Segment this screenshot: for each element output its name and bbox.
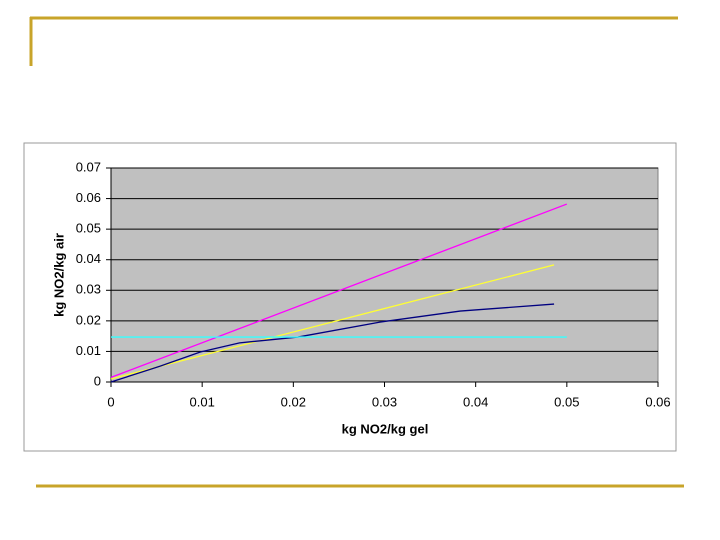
y-tick-label: 0.01 [76,343,101,358]
x-tick-label: 0.05 [554,394,579,409]
series-line [110,264,555,380]
x-tick-label: 0.03 [372,394,397,409]
x-tick-label: 0.02 [281,394,306,409]
y-tick-label: 0.03 [76,282,101,297]
x-axis-title: kg NO2/kg gel [342,421,429,436]
series-line [110,203,568,379]
y-tick-label: 0.07 [76,159,101,174]
x-tick-label: 0.06 [645,394,670,409]
y-tick-label: 0.06 [76,190,101,205]
y-tick-label: 0.02 [76,312,101,327]
y-tick-label: 0.04 [76,251,101,266]
plot-area [110,167,659,383]
series-line [110,303,555,383]
x-tick-label: 0.01 [190,394,215,409]
x-tick-label: 0.04 [463,394,488,409]
x-tick-label: 0 [107,394,114,409]
y-tick-label: 0.05 [76,221,101,236]
y-axis-title: kg NO2/kg air [51,233,66,317]
y-tick-label: 0 [94,373,101,388]
